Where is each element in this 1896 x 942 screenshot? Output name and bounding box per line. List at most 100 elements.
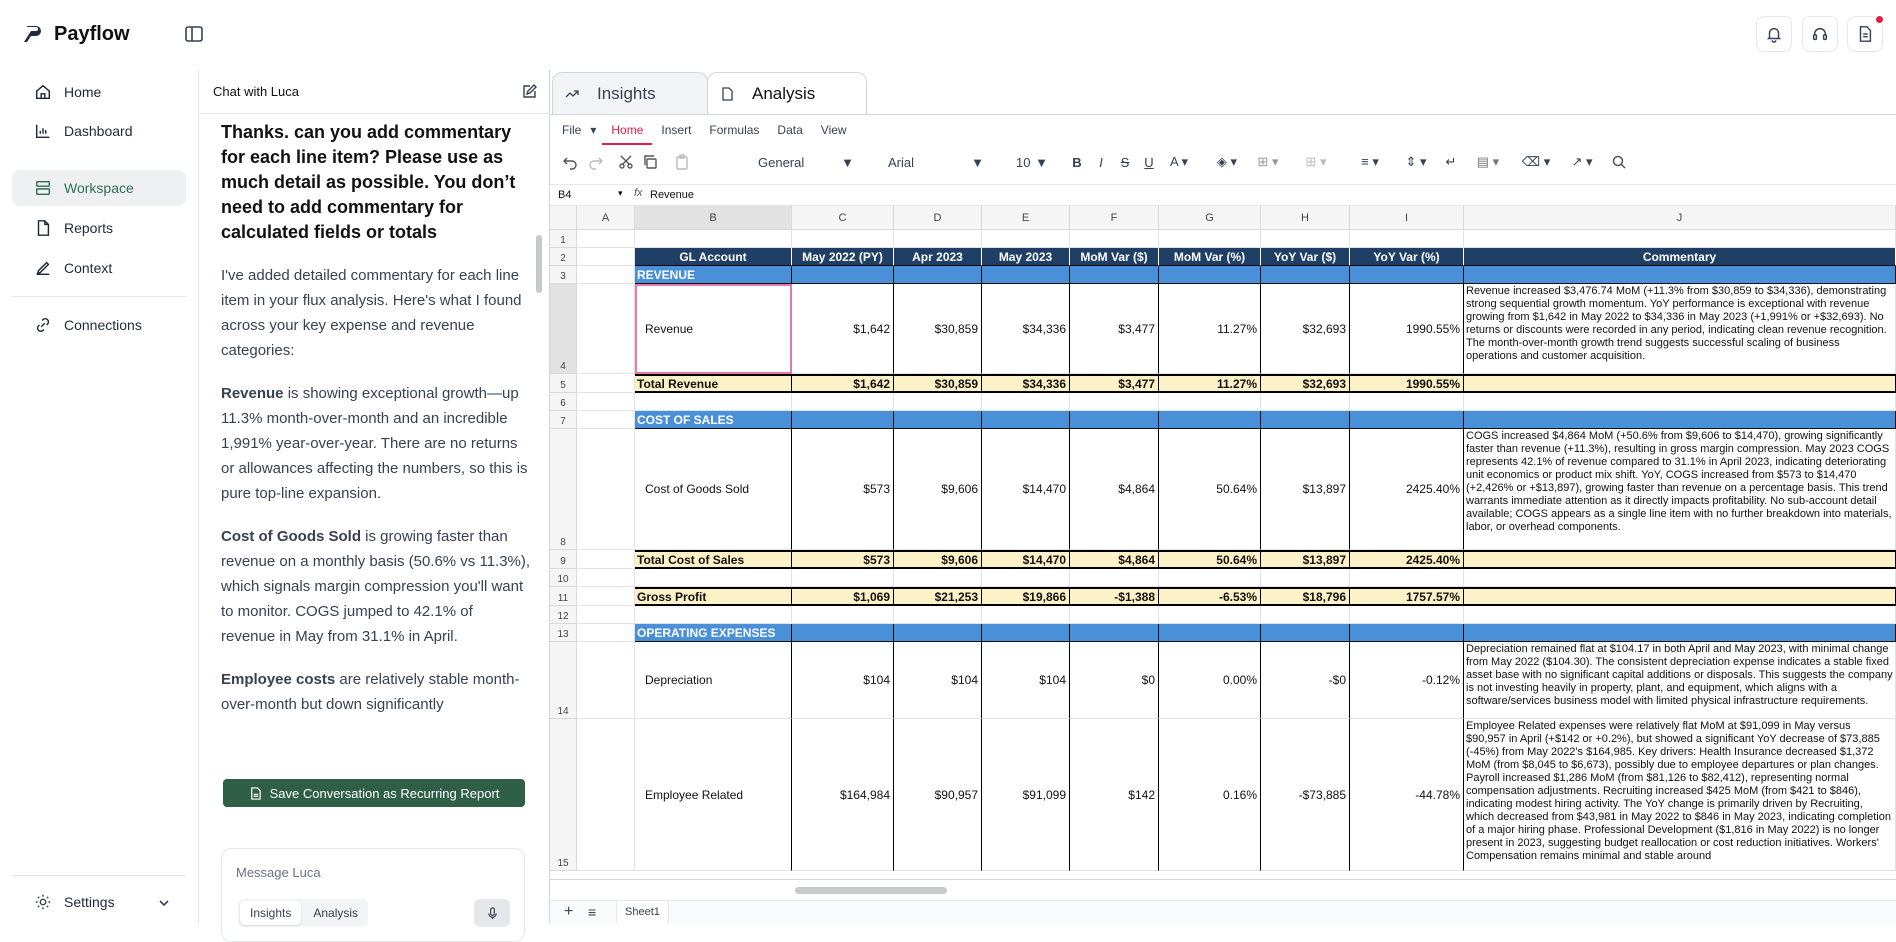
value-cell[interactable]: -0.12%: [1350, 642, 1464, 719]
column-header[interactable]: B: [635, 206, 792, 230]
chat-scrollbar[interactable]: [536, 235, 542, 293]
total-value[interactable]: $19,866: [982, 587, 1070, 606]
mode-analysis[interactable]: Analysis: [313, 906, 359, 920]
total-value[interactable]: $573: [792, 550, 894, 569]
spreadsheet-grid[interactable]: A B C D E F G H I J 1 2 GL Account May 2022 (PY) Apr 2…: [550, 206, 1896, 880]
app-logo[interactable]: Payflow: [22, 22, 130, 46]
section-label[interactable]: OPERATING EXPENSES: [635, 624, 792, 642]
value-cell[interactable]: $104: [792, 642, 894, 719]
row-header[interactable]: 5: [550, 374, 577, 393]
column-title[interactable]: May 2022 (PY): [792, 248, 894, 266]
font-size-select[interactable]: 10 ▼: [1010, 146, 1054, 178]
total-value[interactable]: 1990.55%: [1350, 374, 1464, 393]
cell[interactable]: [894, 411, 982, 429]
align-left-icon[interactable]: ≡ ▾: [1361, 154, 1379, 169]
cell[interactable]: [577, 248, 635, 266]
column-header[interactable]: F: [1070, 206, 1159, 230]
value-cell[interactable]: $13,897: [1261, 429, 1350, 550]
total-value[interactable]: $21,253: [894, 587, 982, 606]
commentary-cell[interactable]: [1464, 550, 1896, 569]
cell[interactable]: [1159, 606, 1261, 624]
number-format-select[interactable]: General ▼: [750, 146, 862, 178]
row-header[interactable]: 9: [550, 550, 577, 569]
cell[interactable]: [577, 374, 635, 393]
cell[interactable]: [982, 624, 1070, 642]
cell[interactable]: [894, 606, 982, 624]
sidebar-item-home[interactable]: Home: [12, 74, 186, 110]
row-header[interactable]: 13: [550, 624, 577, 642]
value-cell[interactable]: $32,693: [1261, 284, 1350, 374]
cell[interactable]: [577, 642, 635, 719]
commentary-cell[interactable]: [1464, 374, 1896, 393]
account-name[interactable]: Depreciation: [635, 642, 792, 719]
cell[interactable]: [1464, 606, 1896, 624]
cell[interactable]: [577, 284, 635, 374]
cell[interactable]: [1261, 230, 1350, 248]
account-name[interactable]: Cost of Goods Sold: [635, 429, 792, 550]
undo-icon[interactable]: [560, 146, 580, 178]
section-label[interactable]: REVENUE: [635, 266, 792, 284]
cell[interactable]: [894, 266, 982, 284]
menu-data[interactable]: Data: [777, 122, 803, 137]
value-cell[interactable]: -$73,885: [1261, 719, 1350, 871]
mode-insights[interactable]: Insights: [240, 901, 302, 925]
menu-file[interactable]: File: [562, 122, 582, 137]
value-cell[interactable]: $142: [1070, 719, 1159, 871]
settings-menu[interactable]: Settings: [34, 893, 115, 911]
commentary-cell[interactable]: Employee Related expenses were relativel…: [1464, 719, 1896, 871]
sidebar-item-dashboard[interactable]: Dashboard: [12, 113, 186, 149]
value-cell[interactable]: $30,859: [894, 284, 982, 374]
message-input[interactable]: Message Luca: [236, 865, 321, 880]
column-title[interactable]: Apr 2023: [894, 248, 982, 266]
cell[interactable]: [635, 606, 792, 624]
value-cell[interactable]: $164,984: [792, 719, 894, 871]
cell[interactable]: [982, 266, 1070, 284]
column-header[interactable]: C: [792, 206, 894, 230]
total-value[interactable]: $3,477: [1070, 374, 1159, 393]
cell[interactable]: [1070, 393, 1159, 411]
horizontal-scrollbar[interactable]: [795, 887, 947, 894]
column-title[interactable]: MoM Var ($): [1070, 248, 1159, 266]
text-color-icon[interactable]: A ▾: [1169, 154, 1189, 169]
value-cell[interactable]: -$0: [1261, 642, 1350, 719]
cell[interactable]: [1261, 411, 1350, 429]
row-header[interactable]: 4: [550, 284, 577, 374]
cell[interactable]: [1464, 230, 1896, 248]
cell[interactable]: [577, 719, 635, 871]
cell[interactable]: [635, 569, 792, 587]
total-value[interactable]: $9,606: [894, 550, 982, 569]
column-title[interactable]: GL Account: [635, 248, 792, 266]
value-cell[interactable]: $1,642: [792, 284, 894, 374]
cell[interactable]: [982, 606, 1070, 624]
total-label[interactable]: Gross Profit: [635, 587, 792, 606]
value-cell[interactable]: $14,470: [982, 429, 1070, 550]
microphone-button[interactable]: [474, 899, 510, 927]
cell[interactable]: [577, 411, 635, 429]
cell[interactable]: [1159, 411, 1261, 429]
sidebar-item-workspace[interactable]: Workspace: [12, 170, 186, 206]
text-rotation-icon[interactable]: ↗ ▾: [1571, 154, 1593, 169]
merge-cells-icon[interactable]: ⊞ ▾: [1305, 154, 1327, 169]
fill-color-icon[interactable]: ◈ ▾: [1216, 154, 1238, 169]
notifications-button[interactable]: [1756, 16, 1792, 52]
row-header[interactable]: 7: [550, 411, 577, 429]
total-value[interactable]: $14,470: [982, 550, 1070, 569]
column-header[interactable]: H: [1261, 206, 1350, 230]
sidebar-toggle-icon[interactable]: [184, 24, 204, 44]
cell[interactable]: [1464, 393, 1896, 411]
cell[interactable]: [792, 411, 894, 429]
cell[interactable]: [1464, 266, 1896, 284]
cell[interactable]: [577, 266, 635, 284]
sheet-list-icon[interactable]: ≡: [588, 904, 597, 920]
cell[interactable]: [1261, 266, 1350, 284]
value-cell[interactable]: $91,099: [982, 719, 1070, 871]
row-header[interactable]: 2: [550, 248, 577, 266]
total-value[interactable]: $18,796: [1261, 587, 1350, 606]
value-cell[interactable]: 0.16%: [1159, 719, 1261, 871]
wrap-text-icon[interactable]: ↵: [1445, 154, 1457, 169]
cell[interactable]: [792, 569, 894, 587]
account-name[interactable]: Employee Related: [635, 719, 792, 871]
row-header[interactable]: 14: [550, 642, 577, 719]
value-cell[interactable]: 2425.40%: [1350, 429, 1464, 550]
borders-icon[interactable]: ⊞ ▾: [1257, 154, 1279, 169]
